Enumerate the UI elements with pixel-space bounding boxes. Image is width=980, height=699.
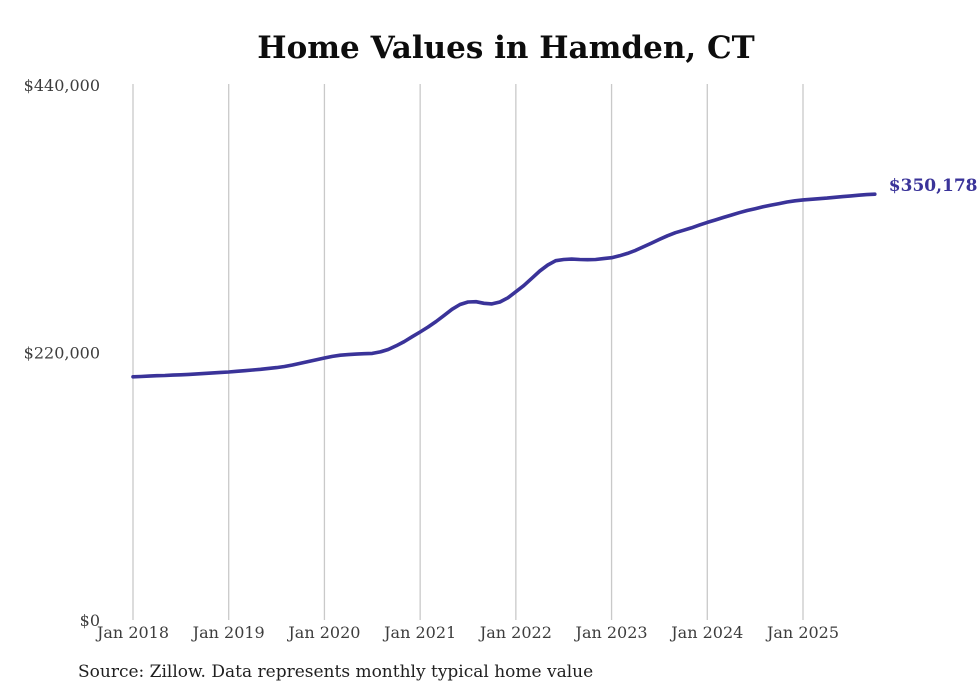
x-tick-label: Jan 2022 (478, 623, 552, 642)
y-tick-label: $0 (80, 611, 100, 630)
gridlines-group (132, 84, 804, 620)
x-tick-label: Jan 2024 (669, 623, 743, 642)
x-tick-label: Jan 2019 (191, 623, 265, 642)
home-value-line (131, 192, 877, 379)
x-tick-label: Jan 2020 (286, 623, 360, 642)
y-tick-label: $440,000 (24, 76, 100, 95)
final-value-label: $350,178 (889, 176, 978, 196)
chart-title: Home Values in Hamden, CT (257, 30, 754, 66)
y-tick-label: $220,000 (24, 344, 100, 363)
x-tick-label: Jan 2021 (382, 623, 456, 642)
x-axis-labels-group: Jan 2018 Jan 2019 Jan 2020 Jan 2021 Jan 2022… (95, 623, 839, 642)
x-tick-label: Jan 2025 (765, 623, 839, 642)
y-axis-labels-group: $0 $220,000 $440,000 (24, 76, 100, 630)
x-tick-label: Jan 2023 (574, 623, 648, 642)
source-note: Source: Zillow. Data represents monthly … (78, 662, 593, 682)
x-tick-label: Jan 2018 (95, 623, 169, 642)
